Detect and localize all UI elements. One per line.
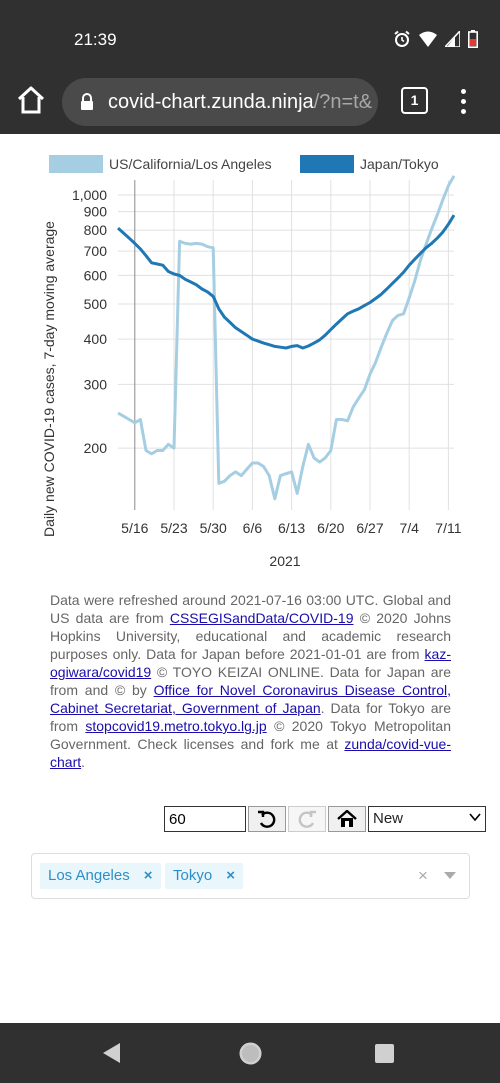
series-line-tokyo <box>117 214 456 350</box>
x-axis-ticks: 5/16 5/23 5/30 6/6 6/13 6/20 6/27 7/4 7/11 <box>121 520 462 536</box>
y-tick-label: 300 <box>84 376 108 392</box>
link-github-repo[interactable]: zunda/covid-vue-chart <box>50 736 451 770</box>
chart-legend: US/California/Los Angeles Japan/Tokyo <box>49 155 439 173</box>
home-circle-icon[interactable] <box>238 1041 263 1066</box>
y-tick-label: 600 <box>84 267 108 283</box>
undo-button[interactable] <box>248 806 286 832</box>
info-text-6: . <box>81 754 86 770</box>
alarm-icon <box>394 30 410 47</box>
location-tag-tokyo: Tokyo × <box>165 863 243 889</box>
link-toyo-keizai[interactable]: kaz-ogiwara/covid19 <box>50 646 451 680</box>
clear-all-icon[interactable]: × <box>418 866 428 885</box>
chevron-down-icon <box>469 813 481 822</box>
info-text-3: © TOYO KEIZAI ONLINE. Data for Japan are… <box>50 664 451 698</box>
y-tick-label: 900 <box>84 204 108 220</box>
x-tick-label: 7/4 <box>399 520 419 536</box>
info-text-2: © 2020 Johns Hopkins University, educati… <box>50 610 451 662</box>
x-tick-label: 5/30 <box>200 520 227 536</box>
covid-chart: US/California/Los Angeles Japan/Tokyo 20… <box>41 155 462 569</box>
address-text: covid-chart.zunda.ninja/?n=t& <box>108 91 372 114</box>
back-icon[interactable] <box>102 1042 122 1064</box>
browser-menu-icon[interactable] <box>458 86 468 116</box>
y-tick-label: 800 <box>84 222 108 238</box>
y-tick-label: 200 <box>84 440 108 456</box>
status-bar: 21:39 <box>0 0 500 70</box>
x-tick-label: 7/11 <box>435 520 461 536</box>
remove-tag-icon[interactable]: × <box>226 867 235 884</box>
status-time: 21:39 <box>74 30 117 49</box>
info-text-4: . Data for Tokyo are from <box>50 700 451 734</box>
browser-home-icon[interactable] <box>16 84 46 116</box>
address-bar[interactable]: covid-chart.zunda.ninja/?n=t& <box>62 78 378 126</box>
redo-icon <box>298 810 316 828</box>
dropdown-arrow-icon[interactable] <box>444 872 456 880</box>
x-tick-label: 6/6 <box>243 520 263 536</box>
chart-grid <box>118 180 454 510</box>
metric-select-value: New <box>373 810 404 827</box>
redo-button[interactable] <box>288 806 326 832</box>
days-input[interactable] <box>164 806 246 832</box>
undo-icon <box>258 810 276 828</box>
info-text-5: © 2020 Tokyo Metropolitan Government. Ch… <box>50 718 451 752</box>
x-tick-label: 5/23 <box>160 520 187 536</box>
location-tag-label: Tokyo <box>173 867 213 884</box>
tab-switcher-button[interactable]: 1 <box>401 87 428 114</box>
data-source-info: Data were refreshed around 2021-07-16 03… <box>50 591 451 771</box>
chart-series <box>117 175 456 501</box>
recents-icon[interactable] <box>375 1044 394 1063</box>
x-tick-label: 6/20 <box>317 520 344 536</box>
x-tick-label: 5/16 <box>121 520 148 536</box>
remove-tag-icon[interactable]: × <box>143 867 153 884</box>
metric-select[interactable]: New <box>368 806 486 832</box>
battery-icon <box>468 30 478 48</box>
x-tick-label: 6/13 <box>278 520 305 536</box>
android-nav-bar <box>0 1023 500 1083</box>
link-stopcovid19[interactable]: stopcovid19.metro.tokyo.lg.jp <box>85 718 267 734</box>
link-cabinet-secretariat[interactable]: Office for Novel Coronavirus Disease Con… <box>50 682 451 716</box>
legend-label-los-angeles: US/California/Los Angeles <box>109 156 272 172</box>
wifi-icon <box>419 31 437 47</box>
y-tick-label: 1,000 <box>72 187 107 203</box>
y-tick-label: 700 <box>84 243 108 259</box>
url-path: /?n=t& <box>313 91 373 113</box>
info-text-1: Data were refreshed around 2021-07-16 03… <box>50 592 451 626</box>
y-tick-label: 500 <box>84 296 108 312</box>
url-host: covid-chart.zunda.ninja <box>108 91 314 113</box>
link-jhu-data[interactable]: CSSEGISandData/COVID-19 <box>169 610 354 626</box>
lock-icon <box>81 93 93 110</box>
browser-toolbar: covid-chart.zunda.ninja/?n=t& 1 <box>0 70 500 134</box>
legend-swatch-tokyo <box>300 155 354 173</box>
signal-icon <box>445 31 460 47</box>
x-tick-label: 6/27 <box>356 520 383 536</box>
location-tag-label: Los Angeles <box>48 867 130 884</box>
status-icons <box>393 30 478 48</box>
legend-label-tokyo: Japan/Tokyo <box>360 156 439 172</box>
reset-home-button[interactable] <box>328 806 366 832</box>
chart-controls: New <box>164 806 486 832</box>
location-multiselect[interactable]: Los Angeles × Tokyo × × <box>31 853 470 899</box>
series-line-los-angeles <box>117 175 456 501</box>
y-tick-label: 400 <box>84 331 108 347</box>
legend-swatch-los-angeles <box>49 155 103 173</box>
home-icon <box>337 810 357 827</box>
location-tag-los-angeles: Los Angeles × <box>40 863 161 889</box>
y-axis-label: Daily new COVID-19 cases, 7-day moving a… <box>41 221 57 537</box>
x-axis-label: 2021 <box>269 553 300 569</box>
